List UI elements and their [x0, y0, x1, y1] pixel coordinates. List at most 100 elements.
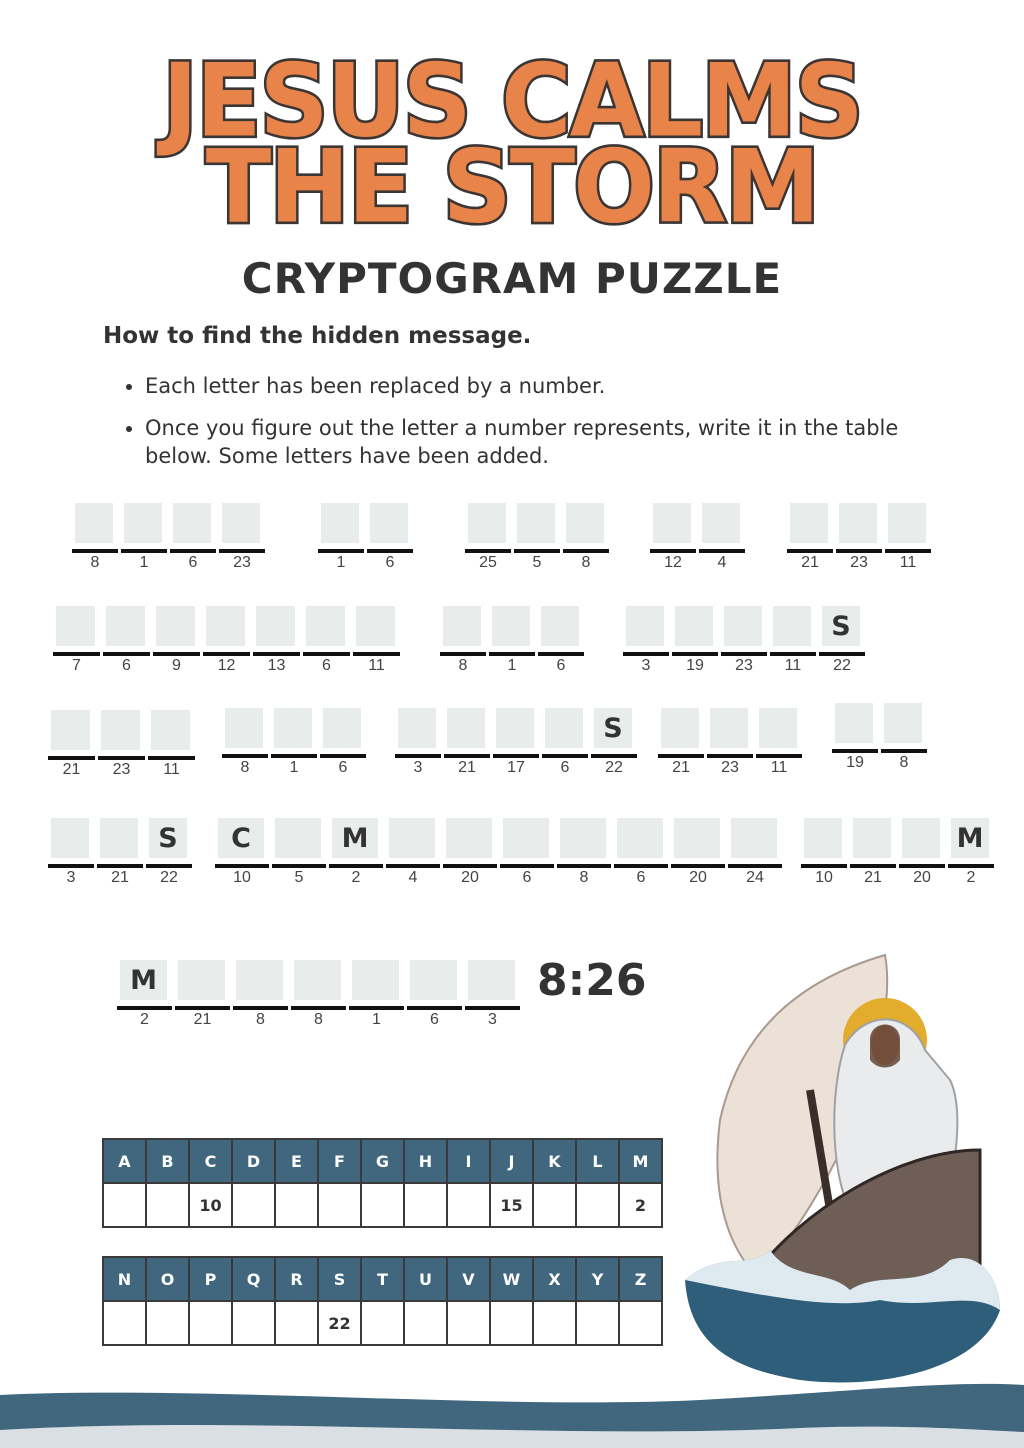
letter-box[interactable]	[773, 606, 811, 646]
letter-box[interactable]	[100, 818, 138, 858]
letter-box[interactable]	[541, 606, 579, 646]
letter-box[interactable]	[853, 818, 891, 858]
key-value[interactable]	[446, 1300, 491, 1346]
letter-box[interactable]: S	[822, 606, 860, 646]
key-value[interactable]	[274, 1300, 319, 1346]
key-value[interactable]: 22	[317, 1300, 362, 1346]
key-value[interactable]: 15	[489, 1182, 534, 1228]
letter-box[interactable]	[888, 503, 926, 543]
letter-box[interactable]	[274, 708, 312, 748]
letter-box[interactable]	[661, 708, 699, 748]
letter-box[interactable]	[294, 960, 341, 1000]
letter-box[interactable]	[389, 818, 435, 858]
letter-box[interactable]	[51, 818, 89, 858]
letter-box[interactable]	[626, 606, 664, 646]
letter-box[interactable]	[835, 703, 873, 743]
key-value[interactable]	[403, 1300, 448, 1346]
key-value[interactable]	[145, 1300, 190, 1346]
letter-box[interactable]	[56, 606, 95, 646]
key-value[interactable]	[145, 1182, 190, 1228]
letter-box[interactable]	[443, 606, 481, 646]
key-value[interactable]	[360, 1182, 405, 1228]
letter-box[interactable]	[323, 708, 361, 748]
key-value[interactable]	[188, 1300, 233, 1346]
letter-box[interactable]	[352, 960, 399, 1000]
letter-box[interactable]	[517, 503, 555, 543]
letter-box[interactable]	[446, 818, 492, 858]
key-value[interactable]: 2	[618, 1182, 663, 1228]
letter-box[interactable]	[710, 708, 748, 748]
letter-box[interactable]	[173, 503, 211, 543]
letter-box[interactable]	[702, 503, 740, 543]
key-value[interactable]	[489, 1300, 534, 1346]
key-value[interactable]	[102, 1182, 147, 1228]
letter-box[interactable]	[178, 960, 225, 1000]
letter-box[interactable]	[496, 708, 534, 748]
letter-box[interactable]	[106, 606, 145, 646]
key-value[interactable]	[575, 1300, 620, 1346]
letter-box[interactable]	[75, 503, 113, 543]
letter-box[interactable]	[675, 606, 713, 646]
answer-line	[175, 1006, 230, 1010]
title-line-2: THE STORM	[203, 128, 823, 246]
answer-line	[203, 652, 250, 656]
letter-box[interactable]	[321, 503, 359, 543]
letter-box[interactable]	[356, 606, 395, 646]
key-value[interactable]	[317, 1182, 362, 1228]
letter-box[interactable]	[206, 606, 245, 646]
letter-box[interactable]	[101, 710, 140, 750]
letter-box[interactable]	[468, 503, 506, 543]
key-value[interactable]	[231, 1300, 276, 1346]
key-letter: O	[145, 1256, 190, 1302]
letter-box[interactable]	[51, 710, 90, 750]
letter-box[interactable]	[275, 818, 321, 858]
letter-box[interactable]	[370, 503, 408, 543]
letter-box[interactable]	[884, 703, 922, 743]
key-value[interactable]	[231, 1182, 276, 1228]
key-value[interactable]	[532, 1182, 577, 1228]
letter-box[interactable]	[398, 708, 436, 748]
letter-box[interactable]	[222, 503, 260, 543]
letter-box[interactable]	[468, 960, 515, 1000]
key-value[interactable]	[360, 1300, 405, 1346]
letter-box[interactable]	[306, 606, 345, 646]
letter-box[interactable]: M	[951, 818, 989, 858]
letter-box[interactable]: C	[218, 818, 264, 858]
key-value[interactable]: 10	[188, 1182, 233, 1228]
letter-box[interactable]: S	[149, 818, 187, 858]
letter-box[interactable]	[617, 818, 663, 858]
letter-box[interactable]	[151, 710, 190, 750]
letter-box[interactable]	[653, 503, 691, 543]
letter-box[interactable]	[790, 503, 828, 543]
cipher-number: 1	[336, 554, 346, 571]
letter-box[interactable]	[225, 708, 263, 748]
letter-box[interactable]	[256, 606, 295, 646]
letter-box[interactable]	[804, 818, 842, 858]
letter-box[interactable]	[731, 818, 777, 858]
letter-box[interactable]: M	[120, 960, 167, 1000]
letter-box[interactable]	[839, 503, 877, 543]
letter-box[interactable]	[724, 606, 762, 646]
letter-box[interactable]	[545, 708, 583, 748]
key-value[interactable]	[575, 1182, 620, 1228]
key-value[interactable]	[618, 1300, 663, 1346]
key-value[interactable]	[274, 1182, 319, 1228]
letter-box[interactable]	[759, 708, 797, 748]
letter-box[interactable]: S	[594, 708, 632, 748]
letter-box[interactable]	[902, 818, 940, 858]
letter-box[interactable]	[156, 606, 195, 646]
key-value[interactable]	[403, 1182, 448, 1228]
key-value[interactable]	[532, 1300, 577, 1346]
letter-box[interactable]	[560, 818, 606, 858]
letter-box[interactable]	[566, 503, 604, 543]
letter-box[interactable]	[492, 606, 530, 646]
letter-box[interactable]	[236, 960, 283, 1000]
letter-box[interactable]	[674, 818, 720, 858]
key-value[interactable]	[102, 1300, 147, 1346]
key-value[interactable]	[446, 1182, 491, 1228]
letter-box[interactable]	[124, 503, 162, 543]
letter-box[interactable]: M	[332, 818, 378, 858]
letter-box[interactable]	[410, 960, 457, 1000]
letter-box[interactable]	[447, 708, 485, 748]
letter-box[interactable]	[503, 818, 549, 858]
